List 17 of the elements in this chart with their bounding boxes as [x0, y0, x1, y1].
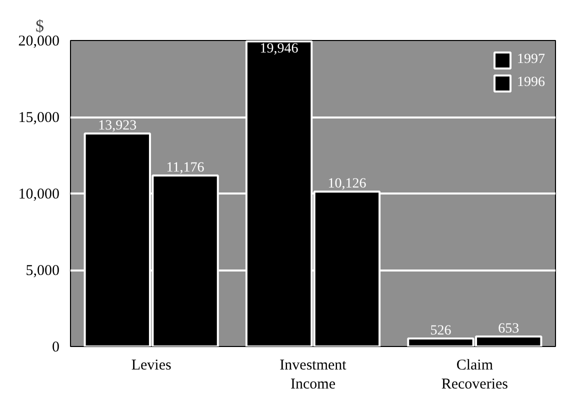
- data-label: 653: [498, 322, 520, 337]
- y-tick-label: 5,000: [26, 263, 60, 279]
- legend-label: 1996: [517, 75, 545, 91]
- data-label: 19,946: [260, 41, 298, 56]
- y-tick-label: 15,000: [18, 110, 60, 126]
- legend-label: 1997: [517, 52, 545, 68]
- data-label: 10,126: [328, 176, 366, 192]
- data-label: 526: [430, 323, 452, 338]
- data-label: 13,923: [98, 118, 137, 134]
- y-tick-label: 0: [52, 340, 60, 356]
- y-tick-label: 20,000: [18, 34, 60, 50]
- x-tick-label: Levies: [131, 358, 172, 374]
- data-label: 11,176: [166, 160, 204, 176]
- y-axis-title: $: [36, 16, 44, 36]
- x-tick-label: Investment Income: [280, 358, 348, 393]
- x-tick-label: Claim Recoveries: [441, 358, 508, 393]
- y-tick-label: 10,000: [18, 186, 60, 202]
